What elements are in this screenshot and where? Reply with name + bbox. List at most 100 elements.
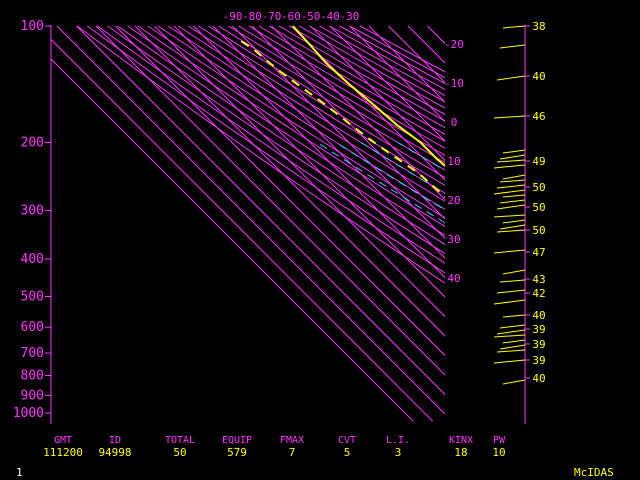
- wind-barb: [499, 224, 526, 230]
- wind-barb: [496, 184, 526, 189]
- wind-barb: [496, 329, 526, 335]
- wind-speed-label: 50: [532, 181, 545, 194]
- pressure-tick-label: 1000: [13, 406, 44, 421]
- wind-barb: [499, 279, 526, 283]
- isotherm-line: [368, 25, 445, 103]
- isotherm-line: [193, 25, 445, 279]
- frame-number: 1: [16, 466, 23, 479]
- top-temp-label: -80: [242, 10, 262, 23]
- wind-barb: [499, 324, 526, 329]
- stability-indices-row: GMT ID TOTAL EQUIP FMAX CVT L.I. KINX PW 111200 94…: [43, 435, 506, 459]
- index-header-cvt: CVT: [338, 435, 356, 446]
- isotherm-line: [173, 25, 445, 298]
- index-value: 50: [173, 446, 186, 459]
- index-value: 18: [454, 446, 467, 459]
- isotherm-label: 0: [451, 116, 458, 129]
- isotherm-line: [154, 25, 445, 318]
- isotherm-line: [51, 58, 414, 422]
- mcidas-brand: McIDAS: [574, 466, 614, 479]
- wind-barb: [502, 339, 526, 344]
- isotherm-label: 30: [447, 233, 460, 246]
- isotherm-line: [56, 25, 445, 415]
- isotherm-label: 20: [447, 194, 460, 207]
- wind-barb: [502, 219, 526, 224]
- dry-adiabat-line: [127, 25, 445, 236]
- index-value: 3: [395, 446, 402, 459]
- wind-barb: [502, 174, 526, 180]
- wind-barb: [502, 379, 526, 385]
- wind-barb: [499, 44, 526, 49]
- wind-barb: [502, 25, 526, 29]
- wind-speed-label: 50: [532, 201, 545, 214]
- wind-barb: [499, 179, 526, 183]
- wind-barb: [499, 199, 526, 204]
- dry-adiabat-line: [97, 25, 445, 264]
- isotherm-line: [310, 25, 445, 162]
- wind-barb: [496, 349, 526, 353]
- index-value: 94998: [98, 446, 131, 459]
- wind-barb: [493, 115, 526, 119]
- isotherm-line: [251, 25, 445, 220]
- isotherm-label: 10: [447, 155, 460, 168]
- wind-barb: [493, 334, 526, 338]
- wind-speed-label: 40: [532, 372, 545, 385]
- isotherm-line: [51, 38, 434, 422]
- pressure-tick-label: 200: [21, 135, 44, 150]
- wind-barb: [502, 314, 526, 318]
- isotherm-line: [76, 25, 445, 396]
- index-header-id: ID: [109, 435, 121, 446]
- wind-speed-label: 40: [532, 309, 545, 322]
- top-temp-label: -30: [340, 10, 360, 23]
- isotherm-labels: -20 -10 0 10 20 30 40: [444, 38, 464, 285]
- top-temp-label: -70: [262, 10, 282, 23]
- wind-barb: [493, 249, 526, 254]
- top-temp-label: -40: [320, 10, 340, 23]
- wind-barb: [496, 159, 526, 163]
- isotherm-label: 40: [447, 272, 460, 285]
- wind-barb: [493, 214, 526, 218]
- wind-speed-label: 40: [532, 70, 545, 83]
- index-value: 7: [289, 446, 296, 459]
- wind-speed-label: 39: [532, 354, 545, 367]
- wind-speed-label: 47: [532, 246, 545, 259]
- dry-adiabat-line: [167, 25, 445, 202]
- isotherm-label: -10: [444, 77, 464, 90]
- wind-barb: [493, 299, 526, 305]
- sounding-profiles: [234, 25, 445, 198]
- index-header-li: L.I.: [386, 435, 410, 446]
- temperature-profile: [292, 25, 445, 168]
- pressure-tick-label: 900: [21, 388, 44, 403]
- pressure-axis-labels: 100 200 300 400 500 600 700 800 900 1000: [13, 19, 51, 421]
- pressure-tick-label: 800: [21, 368, 44, 383]
- wind-barb: [493, 189, 526, 195]
- index-header-equip: EQUIP: [222, 435, 252, 446]
- index-header-total: TOTAL: [165, 435, 195, 446]
- index-header-gmt: GMT: [54, 435, 72, 446]
- top-temperature-labels: -90 -80 -70 -60 -50 -40 -30: [223, 10, 360, 23]
- index-value: 579: [227, 446, 247, 459]
- pressure-tick-label: 400: [21, 252, 44, 267]
- pressure-tick-label: 100: [21, 19, 44, 34]
- wind-speed-label: 38: [532, 20, 545, 33]
- wind-speed-label: 46: [532, 110, 545, 123]
- dry-adiabat-line: [87, 25, 445, 274]
- wind-barb: [493, 359, 526, 364]
- wind-speed-label: 39: [532, 323, 545, 336]
- dry-adiabat-line: [137, 25, 445, 228]
- index-value: 5: [344, 446, 351, 459]
- pressure-tick-label: 500: [21, 290, 44, 305]
- dry-adiabat-line: [177, 25, 445, 194]
- wind-speed-label: 49: [532, 155, 545, 168]
- pressure-tick-label: 300: [21, 204, 44, 219]
- isotherm-line: [212, 25, 445, 259]
- wind-barb: [499, 154, 526, 160]
- dry-adiabat-line: [76, 25, 445, 284]
- isotherm-line: [232, 25, 445, 240]
- pressure-tick-label: 700: [21, 346, 44, 361]
- isotherm-label: -20: [444, 38, 464, 51]
- dry-adiabat-line: [107, 25, 445, 255]
- index-header-fmax: FMAX: [280, 435, 304, 446]
